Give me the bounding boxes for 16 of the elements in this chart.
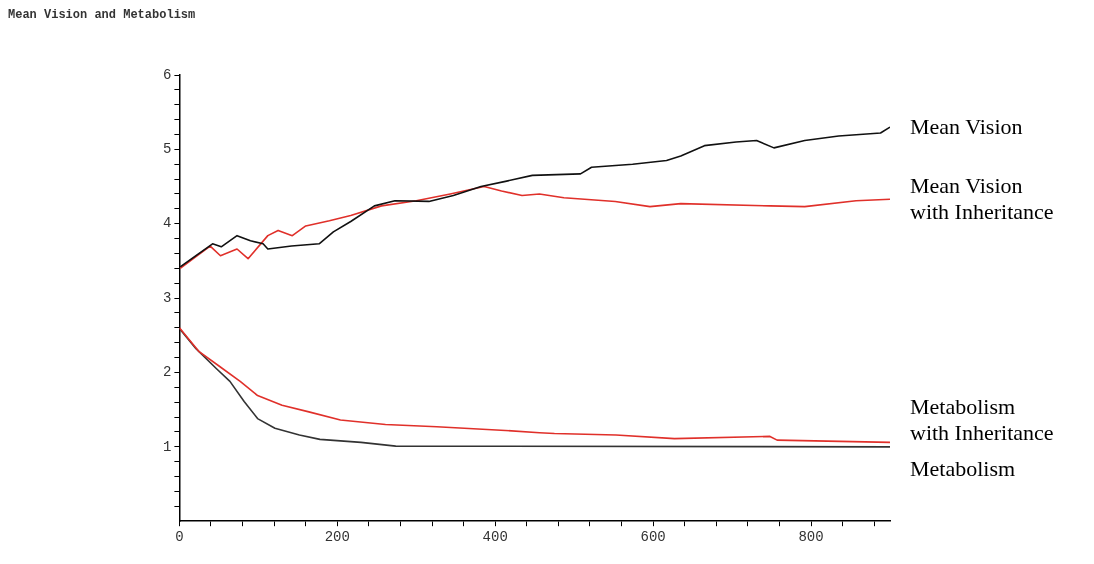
y-tick-label: 1 [163,438,172,455]
series-label: Mean Vision with Inheritance [910,173,1055,226]
series-label: Metabolism with Inheritance [910,394,1055,447]
x-tick-label: 0 [175,529,184,546]
x-tick-label: 800 [798,529,824,546]
x-tick-label: 600 [640,529,666,546]
series-label: Mean Vision [910,114,1024,141]
series-label: Metabolism [910,456,1017,483]
x-tick-label: 400 [482,529,508,546]
y-tick-label: 5 [163,141,172,158]
chart-title: Mean Vision and Metabolism [8,8,196,22]
y-tick-label: 6 [163,66,172,83]
x-tick-label: 200 [324,529,350,546]
y-tick-label: 3 [163,289,172,306]
y-tick-label: 4 [163,215,172,232]
y-tick-label: 2 [163,364,172,381]
